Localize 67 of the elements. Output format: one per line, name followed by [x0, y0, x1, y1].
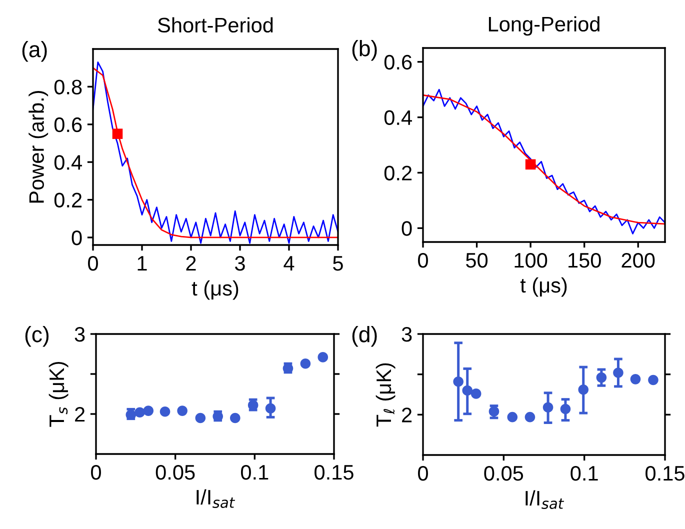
text: (d) — [352, 326, 377, 347]
point — [560, 404, 571, 414]
y-tick-label: 0.4 — [54, 155, 82, 170]
point — [134, 407, 145, 418]
point — [488, 406, 500, 417]
point — [462, 385, 473, 396]
point — [160, 406, 170, 417]
x-tick-label: 3 — [235, 256, 245, 271]
y-tick-label: 2 — [75, 407, 85, 422]
x-tick-label: 2 — [186, 256, 196, 271]
x-tick-label: 0.1 — [570, 466, 598, 481]
x-tick-label: 0 — [91, 464, 101, 480]
point — [542, 402, 554, 413]
x-tick-label: 0.05 — [156, 464, 195, 480]
x-tick-label: 50 — [466, 252, 488, 268]
point — [648, 374, 658, 386]
x-tick-label: 5 — [333, 256, 343, 271]
y-tick-label: 0 — [402, 221, 412, 236]
y-axis-title: Power (arb.) — [28, 90, 48, 203]
y-tick-label: 0.2 — [54, 192, 82, 208]
y-axis-title: T$_{s}$ (μK) — [48, 362, 68, 427]
x-axis-title: I/I$_{sat}$ — [526, 490, 564, 510]
point — [596, 372, 607, 383]
x-tick-label: 0.1 — [241, 464, 268, 480]
x-tick-label: 150 — [568, 252, 601, 268]
x-tick-label: 0.15 — [314, 464, 354, 480]
x-tick-label: 4 — [284, 256, 294, 271]
x-tick-label: 0.15 — [646, 466, 684, 481]
x-tick-label: 0.05 — [484, 466, 524, 481]
y-tick-label: 3 — [74, 327, 85, 342]
y-tick-label: 0.4 — [384, 110, 412, 126]
x-tick-label: 0 — [418, 252, 428, 268]
y-tick-label: 0.2 — [384, 166, 412, 180]
point — [265, 403, 276, 414]
point — [470, 388, 482, 399]
y-tick-label: 0.8 — [54, 80, 82, 94]
y-axis-title: T$_{ℓ}$ (μK) — [376, 363, 396, 427]
text: (c) — [25, 326, 49, 347]
chart-title: Long-Period — [488, 16, 600, 36]
point — [195, 412, 206, 424]
x-tick-label: 0 — [418, 466, 428, 481]
text: (a) — [22, 41, 47, 62]
x-tick-label: 1 — [138, 256, 147, 271]
point — [507, 412, 518, 422]
point — [177, 406, 188, 416]
point — [230, 412, 240, 424]
point — [630, 374, 641, 384]
x-tick-label: 0 — [88, 256, 98, 271]
point — [524, 412, 536, 422]
y-tick-label: 0.6 — [54, 117, 82, 132]
x-tick-label: 100 — [514, 252, 548, 268]
point — [578, 384, 589, 395]
y-tick-label: 0 — [72, 230, 82, 246]
x-axis-title: t (μs) — [192, 280, 238, 300]
y-tick-label: 3 — [402, 327, 412, 342]
y-tick-label: 0.6 — [384, 54, 412, 70]
point — [143, 406, 154, 416]
point — [613, 368, 624, 378]
point — [318, 352, 328, 362]
x-axis-title: t (μs) — [520, 277, 567, 297]
chart-title: Short-Period — [158, 17, 273, 33]
x-axis-title: I/I$_{sat}$ — [196, 489, 236, 508]
text: (b) — [352, 40, 377, 61]
y-tick-label: 2 — [402, 408, 412, 422]
point — [453, 376, 464, 387]
x-tick-label: 200 — [622, 252, 655, 268]
point — [300, 358, 311, 369]
